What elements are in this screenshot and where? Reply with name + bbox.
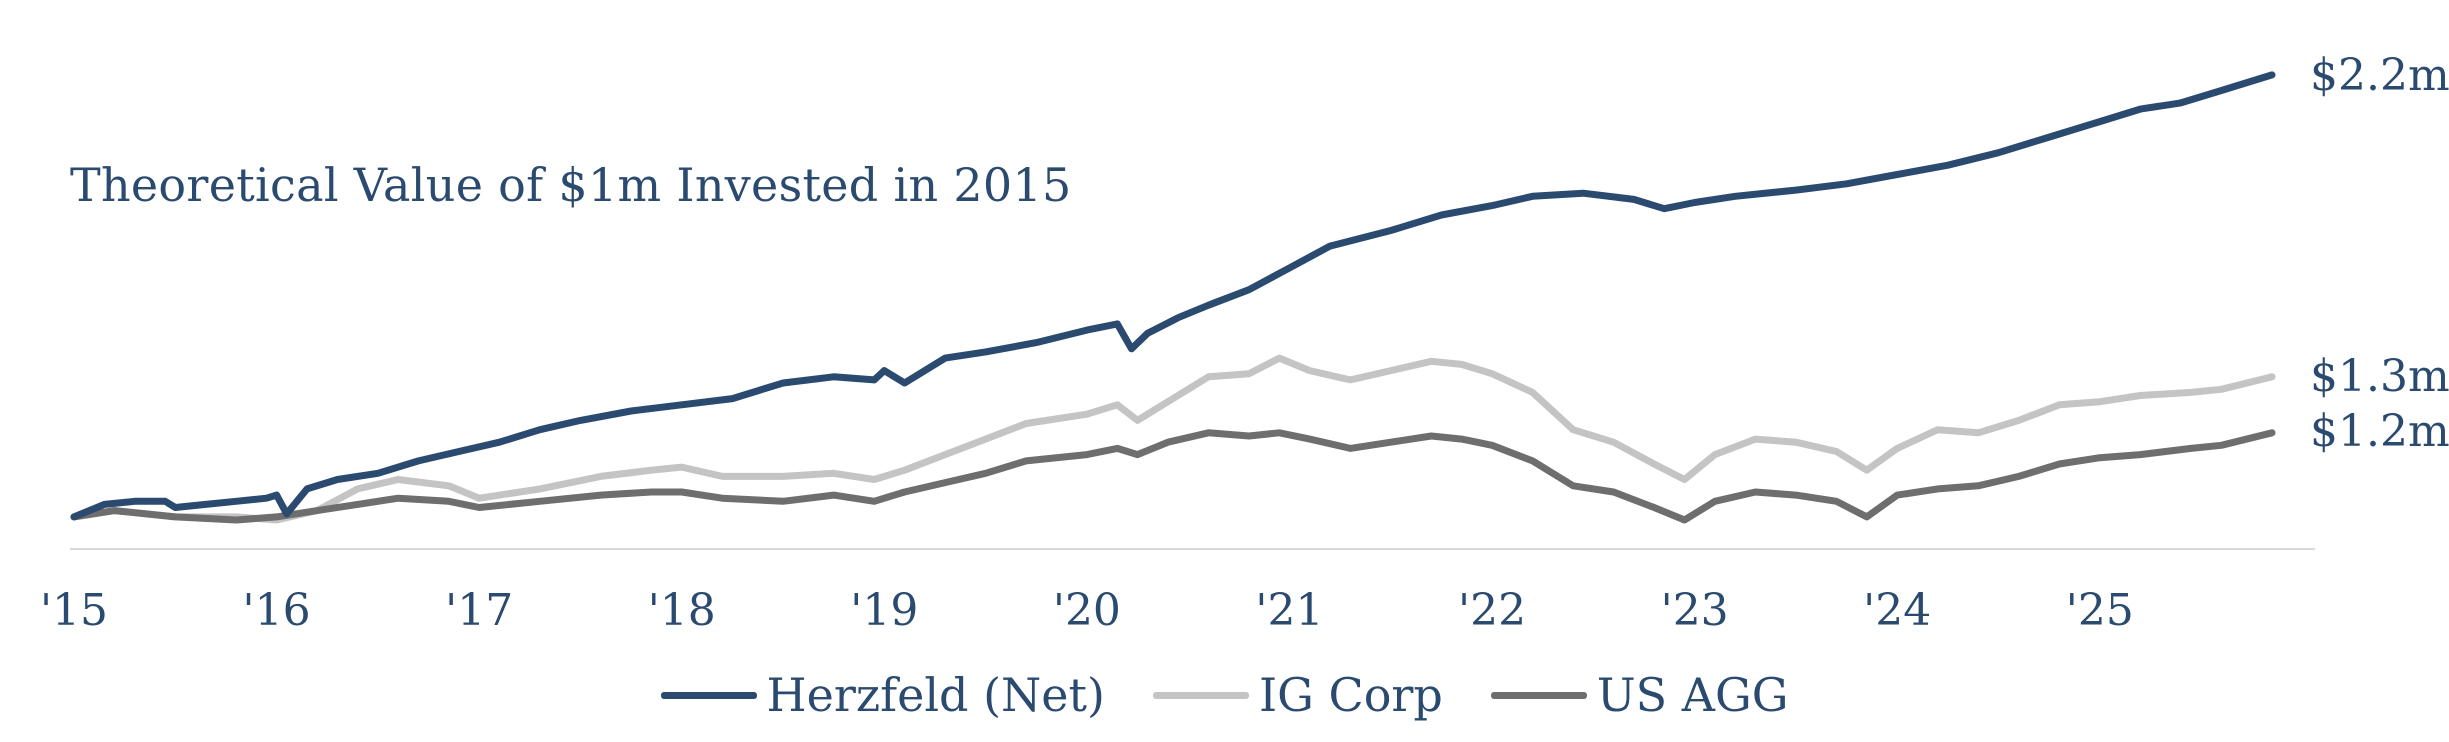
- chart-title: Theoretical Value of $1m Invested in 201…: [70, 158, 1072, 212]
- legend-swatch-herzfeld: [660, 691, 757, 699]
- end-label-1: $1.3m: [2310, 351, 2449, 402]
- x-tick-label: '20: [1053, 585, 1121, 636]
- legend-item-us-agg[interactable]: US AGG: [1490, 668, 1789, 722]
- series-lines: [70, 71, 2276, 524]
- legend-label-ig-corp: IG Corp: [1258, 668, 1443, 722]
- legend-swatch-us-agg: [1490, 691, 1587, 699]
- legend-item-herzfeld[interactable]: Herzfeld (Net): [660, 668, 1105, 722]
- end-label-0: $2.2m: [2310, 50, 2449, 101]
- x-tick-label: '24: [1863, 585, 1931, 636]
- x-tick-label: '18: [648, 585, 716, 636]
- x-tick-label: '22: [1458, 585, 1526, 636]
- series-line-ig-corp: [70, 354, 2276, 524]
- x-axis-ticks: '15 '16 '17 '18 '19 '20 '21 '22 '23 '24 '25: [40, 585, 2134, 636]
- x-tick-label: '19: [850, 585, 918, 636]
- end-label-2: $1.2m: [2310, 406, 2449, 457]
- x-tick-label: '21: [1255, 585, 1323, 636]
- end-labels: $2.2m $1.3m$1.2m: [2310, 50, 2449, 457]
- legend-swatch-ig-corp: [1152, 691, 1249, 699]
- legend-label-herzfeld: Herzfeld (Net): [766, 668, 1105, 722]
- legend: Herzfeld (Net) IG Corp US AGG: [0, 660, 2449, 730]
- legend-label-us-agg: US AGG: [1596, 668, 1789, 722]
- series-line-herzfeld-net: [70, 71, 2276, 521]
- series-line-us-agg: [70, 429, 2276, 524]
- x-tick-label: '23: [1661, 585, 1729, 636]
- x-tick-label: '15: [40, 585, 108, 636]
- x-tick-label: '17: [445, 585, 513, 636]
- x-tick-label: '16: [243, 585, 311, 636]
- legend-item-ig-corp[interactable]: IG Corp: [1152, 668, 1443, 722]
- x-tick-label: '25: [2066, 585, 2134, 636]
